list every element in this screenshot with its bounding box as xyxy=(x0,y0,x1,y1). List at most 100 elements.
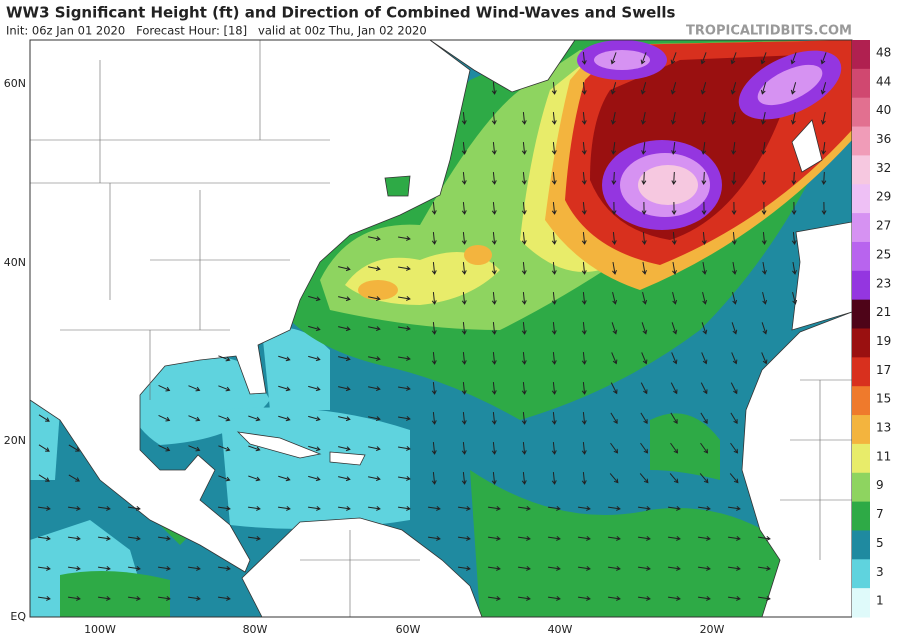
arrow xyxy=(610,412,618,424)
arrow xyxy=(521,351,527,365)
arrow xyxy=(730,382,738,395)
arrow xyxy=(667,595,681,601)
arrow xyxy=(398,476,411,481)
colorbar-label: 11 xyxy=(876,449,891,463)
lat-label: 40N xyxy=(4,256,26,269)
arrow xyxy=(610,112,616,125)
arrow xyxy=(671,201,677,215)
arrow xyxy=(97,505,111,511)
colorbar-swatch xyxy=(852,559,870,589)
arrow xyxy=(581,141,587,155)
watermark: TROPICALTIDBITS.COM xyxy=(686,24,852,39)
arrow xyxy=(398,326,411,331)
arrow xyxy=(762,292,768,305)
arrow xyxy=(729,473,739,484)
arrow xyxy=(491,381,497,395)
arrow xyxy=(577,565,591,571)
arrow xyxy=(338,266,351,272)
arrow xyxy=(521,201,527,215)
colorbar-swatch xyxy=(852,155,870,185)
arrow xyxy=(218,415,231,422)
colorbar-label: 23 xyxy=(876,276,891,290)
arrow xyxy=(278,475,291,482)
colorbar-swatch xyxy=(852,328,870,358)
arrow xyxy=(188,445,201,452)
arrow xyxy=(670,112,676,125)
arrow xyxy=(551,231,557,245)
arrow xyxy=(730,412,738,424)
arrow xyxy=(761,322,768,335)
lat-label: 60N xyxy=(4,77,26,90)
arrow xyxy=(671,352,678,365)
arrow xyxy=(820,52,827,65)
arrow xyxy=(762,262,767,275)
arrow xyxy=(491,441,497,455)
lon-label: 60W xyxy=(396,623,421,636)
arrow xyxy=(431,381,437,395)
arrow xyxy=(37,505,51,511)
arrow xyxy=(398,296,411,301)
arrow xyxy=(398,356,411,361)
arrow xyxy=(278,385,291,392)
arrow xyxy=(461,381,467,395)
colorbar-label: 19 xyxy=(876,334,891,348)
arrow xyxy=(491,171,497,185)
arrow xyxy=(431,441,437,455)
arrow xyxy=(187,565,201,571)
arrow xyxy=(367,505,381,511)
colorbar-swatch xyxy=(852,97,870,128)
arrow xyxy=(551,261,557,275)
arrow xyxy=(670,82,677,95)
arrow xyxy=(667,505,681,511)
arrow xyxy=(491,231,497,245)
arrow xyxy=(37,535,51,541)
arrow xyxy=(248,415,261,422)
arrow xyxy=(521,441,527,455)
arrow xyxy=(577,595,591,601)
arrow xyxy=(640,112,646,125)
arrow xyxy=(157,535,171,541)
map xyxy=(30,40,852,617)
land xyxy=(30,40,852,617)
arrow xyxy=(247,505,261,511)
arrow xyxy=(368,266,381,272)
colorbar: 48 44 40 36 32 29 27 25 23 21 19 17 15 13 11 9 7 5 3 1 xyxy=(852,40,891,618)
arrow xyxy=(671,322,678,335)
arrow xyxy=(487,535,501,541)
colorbar-label: 29 xyxy=(876,190,891,204)
colorbar-label: 9 xyxy=(876,478,884,492)
arrow xyxy=(790,52,797,65)
colorbar-label: 15 xyxy=(876,392,891,406)
arrow xyxy=(517,565,531,571)
colorbar-swatch xyxy=(852,213,870,243)
arrow xyxy=(701,141,707,155)
arrow xyxy=(757,595,771,601)
arrow xyxy=(731,231,737,245)
arrow xyxy=(790,82,797,95)
arrow xyxy=(701,231,707,245)
arrow xyxy=(731,352,738,365)
arrow xyxy=(461,111,467,125)
arrow xyxy=(671,231,677,245)
colorbar-label: 13 xyxy=(876,421,891,435)
arrow xyxy=(640,82,647,95)
arrow xyxy=(641,352,648,365)
arrow xyxy=(581,351,587,365)
arrow xyxy=(248,445,261,452)
arrow xyxy=(431,471,437,485)
arrow xyxy=(610,382,618,395)
arrow xyxy=(581,411,587,425)
arrow xyxy=(308,475,321,482)
arrow xyxy=(431,261,437,275)
arrow xyxy=(791,231,797,245)
arrow xyxy=(521,231,527,245)
arrow xyxy=(761,171,767,185)
arrow xyxy=(431,201,437,215)
arrow xyxy=(368,416,381,422)
arrow xyxy=(308,325,321,332)
arrow xyxy=(551,291,557,305)
lon-label: 100W xyxy=(84,623,116,636)
arrow xyxy=(547,505,561,511)
arrow xyxy=(431,321,437,335)
arrow xyxy=(127,565,141,571)
